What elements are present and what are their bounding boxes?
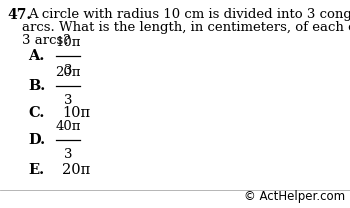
Text: 3: 3: [64, 147, 72, 161]
Text: © ActHelper.com: © ActHelper.com: [244, 190, 345, 203]
Text: A circle with radius 10 cm is divided into 3 congruent: A circle with radius 10 cm is divided in…: [28, 8, 350, 21]
Text: 3 arcs?: 3 arcs?: [22, 34, 70, 47]
Text: 3: 3: [64, 63, 72, 77]
Text: 10π: 10π: [55, 36, 81, 48]
Text: D.: D.: [28, 133, 45, 147]
Text: A.: A.: [28, 49, 44, 63]
Text: 10π: 10π: [62, 106, 90, 120]
Text: 20π: 20π: [62, 163, 90, 177]
Text: C.: C.: [28, 106, 44, 120]
Text: 40π: 40π: [55, 120, 81, 132]
Text: 3: 3: [64, 94, 72, 106]
Text: 47.: 47.: [7, 8, 31, 22]
Text: 20π: 20π: [55, 66, 81, 78]
Text: arcs. What is the length, in centimeters, of each of the: arcs. What is the length, in centimeters…: [22, 21, 350, 34]
Text: B.: B.: [28, 79, 45, 93]
Text: E.: E.: [28, 163, 44, 177]
